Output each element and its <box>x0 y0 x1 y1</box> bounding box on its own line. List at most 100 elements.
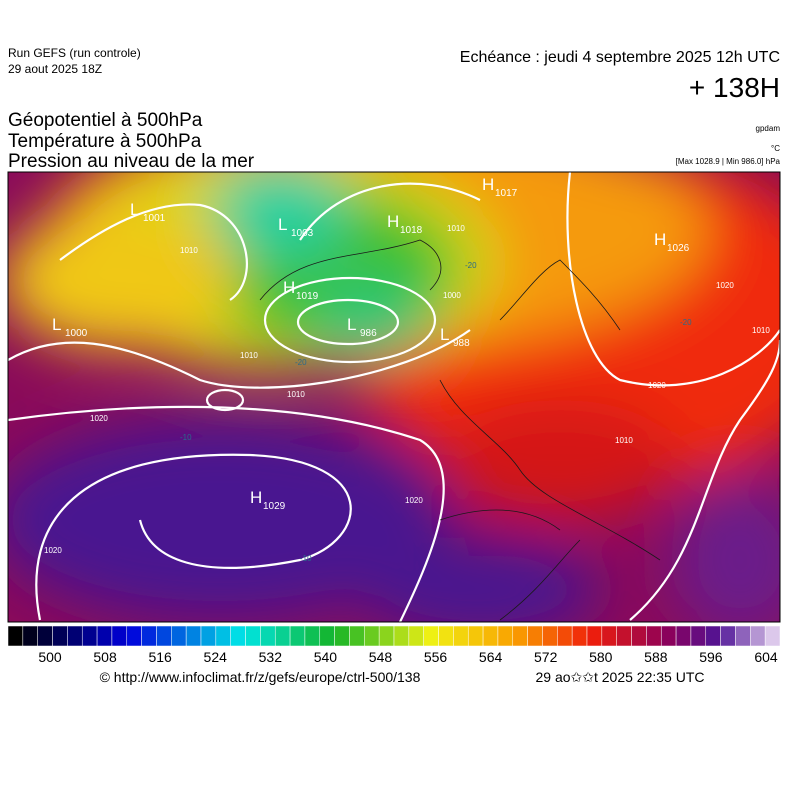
colorbar-swatch <box>542 625 558 647</box>
center-letter: H <box>482 175 494 194</box>
colorbar-tick: 588 <box>644 649 668 665</box>
colorbar-tick: 556 <box>424 649 448 665</box>
field: Pression au niveau de la mer <box>8 151 255 172</box>
colorbar-tick: 508 <box>93 649 117 665</box>
colorbar-tick: 516 <box>148 649 172 665</box>
lead-time: + 138H <box>689 72 780 103</box>
colorbar-swatch <box>705 625 721 647</box>
colorbar-swatch <box>467 625 484 647</box>
temperature-label: -20 <box>295 358 307 367</box>
isobar-label: 1020 <box>648 381 666 390</box>
colorbar-swatch <box>512 625 528 647</box>
unit: °C <box>771 144 780 153</box>
center-letter: H <box>283 278 295 297</box>
colorbar-swatch <box>304 625 321 647</box>
colorbar-tick: 548 <box>369 649 393 665</box>
colorbar-swatch <box>245 625 261 647</box>
colorbar-swatch <box>527 625 543 647</box>
map <box>8 172 780 622</box>
colorbar-swatch <box>141 625 157 647</box>
colorbar-swatch <box>423 625 439 647</box>
colorbar-swatch <box>764 625 781 647</box>
colorbar-swatch <box>586 625 603 647</box>
colorbar-swatch <box>438 625 454 647</box>
colorbar-swatch <box>690 625 707 647</box>
colorbar-swatch <box>260 625 276 647</box>
colorbar-swatch <box>200 625 217 647</box>
colorbar-swatch <box>364 625 380 647</box>
colorbar-swatch <box>111 625 128 647</box>
footer-stamp: 29 ao✩✩t 2025 22:35 UTC <box>535 669 704 685</box>
colorbar-swatch <box>453 625 469 647</box>
isobar-label: 1010 <box>240 351 258 360</box>
colorbar-tick: 564 <box>479 649 503 665</box>
center-letter: L <box>52 315 61 334</box>
isobar-label: 1010 <box>287 390 305 399</box>
colorbar-swatch <box>408 625 424 647</box>
temperature-label: -20 <box>465 261 477 270</box>
colorbar-tick: 540 <box>314 649 338 665</box>
center-value: 1018 <box>400 225 423 236</box>
isobar-label: 1010 <box>615 436 633 445</box>
colorbar-swatch <box>660 625 677 647</box>
footer-url: © http://www.infoclimat.fr/z/gefs/europe… <box>100 669 421 685</box>
colorbar-swatch <box>571 625 588 647</box>
colorbar-tick: 572 <box>534 649 558 665</box>
colorbar-swatch <box>52 625 68 647</box>
colorbar-swatch <box>81 625 98 647</box>
center-value: 986 <box>360 328 377 339</box>
isobar-label: 1020 <box>44 546 62 555</box>
colorbar-swatch <box>67 625 83 647</box>
unit: [Max 1028.9 | Min 986.0] hPa <box>676 157 781 166</box>
colorbar-swatch <box>274 625 291 647</box>
colorbar-swatch <box>720 625 736 647</box>
colorbar-swatch <box>156 625 172 647</box>
field: Géopotentiel à 500hPa <box>8 110 203 131</box>
center-value: 1003 <box>291 228 314 239</box>
colorbar-tick: 532 <box>259 649 283 665</box>
colorbar-swatch <box>735 625 751 647</box>
center-letter: H <box>654 230 666 249</box>
colorbar-swatch <box>126 625 142 647</box>
colorbar-swatch <box>675 625 692 647</box>
colorbar-swatch <box>349 625 365 647</box>
field: Température à 500hPa <box>8 131 202 152</box>
center-letter: L <box>440 325 449 344</box>
isobar-label: 1020 <box>405 496 423 505</box>
colorbar-swatch <box>319 625 335 647</box>
colorbar-swatch <box>557 625 573 647</box>
center-value: 1029 <box>263 501 286 512</box>
colorbar-swatch <box>631 625 647 647</box>
colorbar-swatch <box>646 625 662 647</box>
colorbar-swatch <box>601 625 617 647</box>
colorbar-tick: 604 <box>754 649 778 665</box>
colorbar-swatch <box>215 625 231 647</box>
colorbar-swatch <box>37 625 53 647</box>
colorbar-tick: 500 <box>38 649 62 665</box>
center-value: 1001 <box>143 213 166 224</box>
center-value: 1000 <box>65 328 88 339</box>
center-letter: H <box>250 488 262 507</box>
run: Run GEFS (run controle) <box>8 46 141 60</box>
colorbar-swatch <box>482 625 499 647</box>
colorbar-swatch <box>334 625 350 647</box>
colorbar-swatch <box>378 625 395 647</box>
temperature-label: -10 <box>180 433 192 442</box>
center-value: 1019 <box>296 291 319 302</box>
colorbar-swatch <box>750 625 766 647</box>
temperature-label: -10 <box>300 554 312 563</box>
isobar-label: 1010 <box>752 326 770 335</box>
colorbar-swatch <box>497 625 514 647</box>
unit: gpdam <box>756 124 781 133</box>
colorbar-swatch <box>393 625 410 647</box>
center-value: 988 <box>453 338 470 349</box>
colorbar-tick: 596 <box>699 649 723 665</box>
isobar-label: 1020 <box>716 281 734 290</box>
center-letter: L <box>347 315 356 334</box>
colorbar-swatch <box>230 625 246 647</box>
colorbar-swatch <box>171 625 187 647</box>
center-letter: L <box>130 200 139 219</box>
colorbar-swatch <box>7 625 24 647</box>
colorbar-swatch <box>616 625 632 647</box>
